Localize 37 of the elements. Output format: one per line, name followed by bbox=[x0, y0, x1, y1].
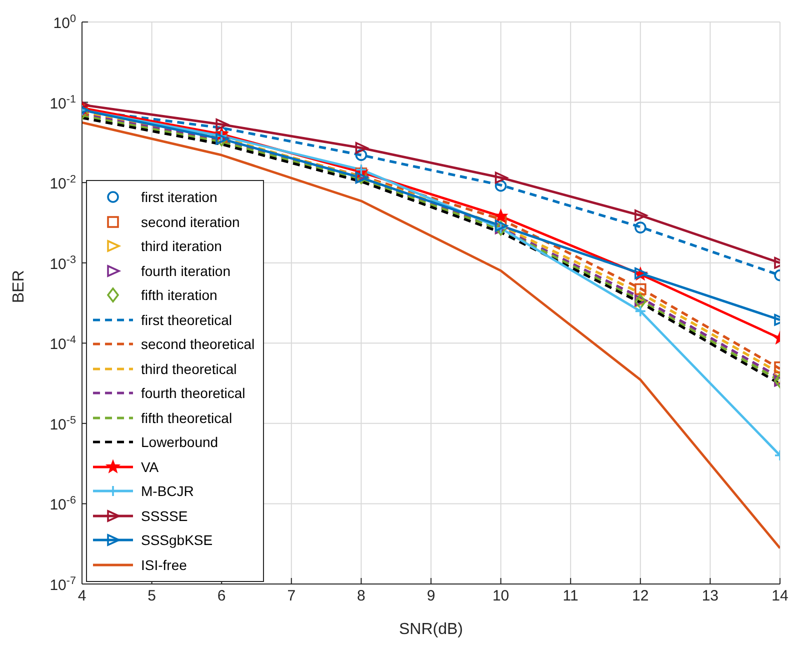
legend-label: second iteration bbox=[141, 214, 240, 230]
x-tick-label: 9 bbox=[426, 588, 436, 605]
legend-label: ISI-free bbox=[141, 556, 187, 573]
x-tick-label: 11 bbox=[562, 588, 578, 605]
x-tick-label: 5 bbox=[148, 588, 156, 605]
legend-label: VA bbox=[141, 458, 159, 475]
legend-label: fifth iteration bbox=[141, 287, 218, 304]
x-tick-label: 4 bbox=[78, 588, 86, 605]
y-tick-label: 10$^{-7}$ bbox=[50, 575, 76, 594]
x-tick-label: 8 bbox=[357, 588, 366, 605]
legend-label: first iteration bbox=[141, 189, 218, 206]
legend-label: fourth iteration bbox=[141, 262, 230, 279]
x-tick-label: 14 bbox=[772, 588, 788, 605]
legend-label: first theoretical bbox=[141, 312, 232, 328]
y-tick-label: 10$^{-4}$ bbox=[50, 334, 76, 354]
y-tick-label: 10$^{-6}$ bbox=[50, 494, 76, 514]
legend-label: SSSgbKSE bbox=[141, 532, 213, 548]
legend-label: third iteration bbox=[141, 238, 222, 254]
x-tick-label: 12 bbox=[632, 588, 649, 605]
legend-label: SSSSE bbox=[141, 508, 188, 524]
legend-label: second theoretical bbox=[141, 336, 255, 352]
y-axis-title: BER bbox=[10, 270, 28, 303]
legend-label: M-BCJR bbox=[141, 483, 194, 500]
y-tick-label: 10$^{-3}$ bbox=[50, 254, 76, 273]
legend-label: fourth theoretical bbox=[141, 385, 246, 402]
legend-label: Lowerbound bbox=[141, 434, 218, 450]
y-tick-label: 10$^{-2}$ bbox=[50, 174, 76, 193]
x-tick-label: 7 bbox=[287, 588, 296, 605]
legend-label: fifth theoretical bbox=[141, 410, 232, 426]
y-tick-label: 10$^{0}$ bbox=[53, 13, 76, 32]
y-tick-label: 10$^{-1}$ bbox=[50, 93, 76, 112]
x-tick-label: 6 bbox=[217, 588, 226, 605]
x-axis-title: SNR(dB) bbox=[398, 621, 464, 638]
x-tick-label: 13 bbox=[702, 588, 719, 605]
legend-label: third theoretical bbox=[141, 360, 237, 377]
y-tick-label: 10$^{-5}$ bbox=[50, 414, 76, 434]
x-tick-label: 10 bbox=[492, 588, 510, 605]
